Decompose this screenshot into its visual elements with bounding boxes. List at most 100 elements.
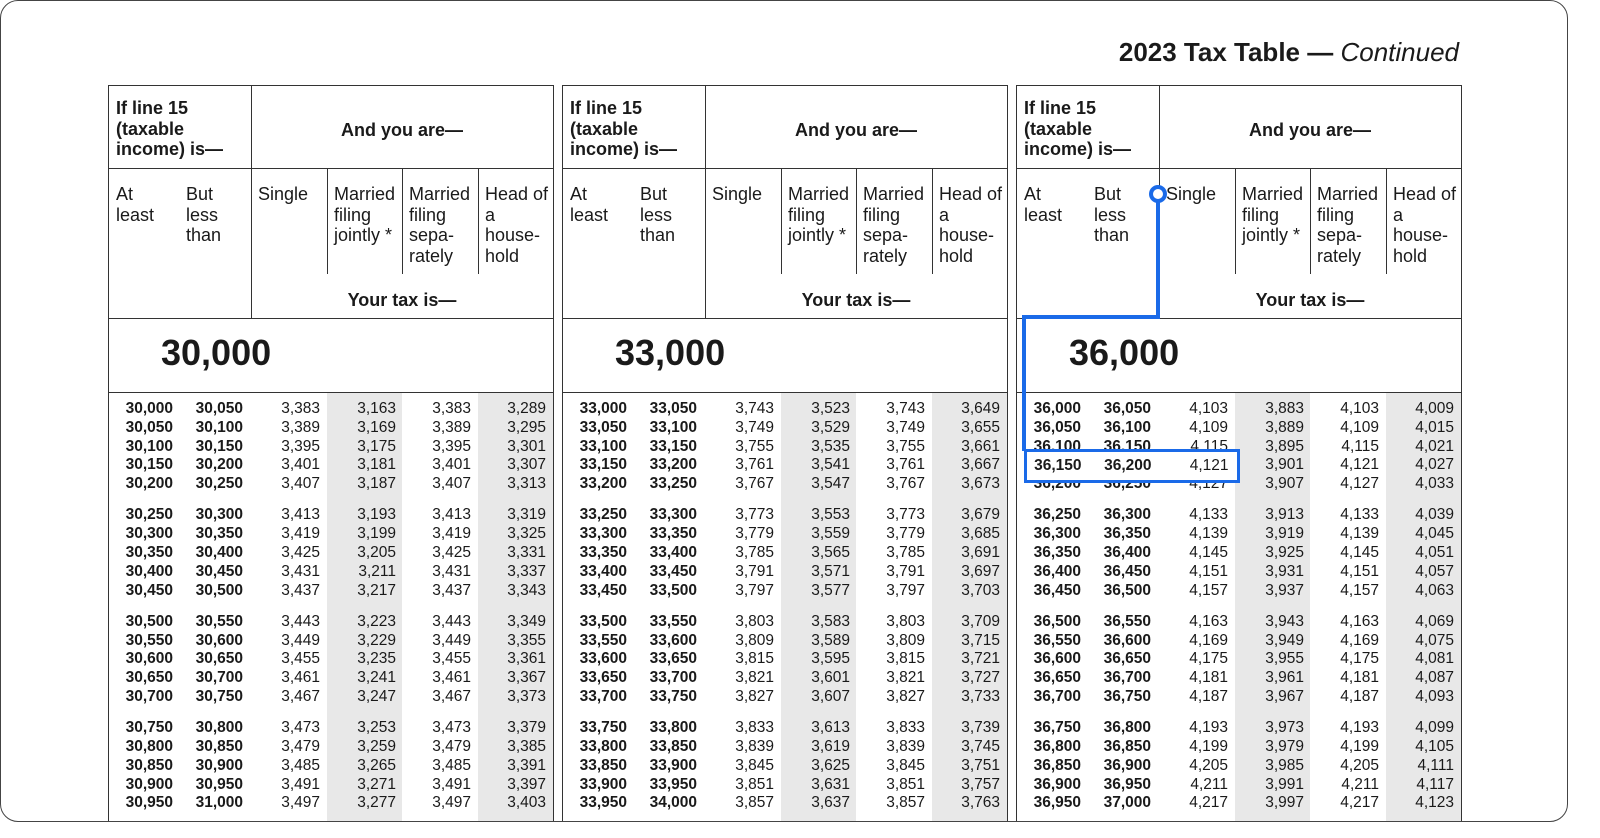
title-continued: Continued: [1340, 37, 1459, 67]
at-least-cell: 33,500: [579, 612, 627, 630]
mfs-tax-cell: 3,821: [886, 669, 925, 687]
mfs-tax-cell: 3,413: [432, 506, 471, 524]
mfj-tax-cell: 3,541: [811, 456, 850, 474]
shaded-column: [932, 393, 1007, 821]
hoh-tax-cell: 3,355: [507, 631, 546, 649]
mfs-tax-cell: 4,133: [1340, 506, 1379, 524]
mfj-tax-cell: 3,601: [811, 669, 850, 687]
but-less-than-header: But less than: [1094, 184, 1130, 245]
shaded-column: [1235, 393, 1310, 821]
and-you-are-header: And you are—: [794, 120, 918, 140]
at-least-cell: 36,700: [1033, 688, 1081, 705]
single-tax-cell: 3,767: [735, 475, 774, 493]
but-less-than-cell: 36,300: [1103, 506, 1151, 524]
married-filing-separately-header: Married filing sepa-rately: [1317, 184, 1379, 266]
mfj-tax-cell: 3,523: [811, 400, 850, 417]
single-tax-cell: 4,103: [1189, 400, 1228, 417]
mfj-tax-cell: 3,181: [357, 456, 396, 474]
single-tax-cell: 4,157: [1189, 581, 1228, 599]
but-less-than-cell: 30,850: [195, 738, 243, 755]
and-you-are-header: And you are—: [340, 120, 464, 140]
but-less-than-cell: 30,100: [195, 418, 243, 436]
mfs-tax-cell: 3,815: [886, 650, 925, 668]
at-least-cell: 36,300: [1033, 525, 1081, 543]
mfs-tax-cell: 3,827: [886, 688, 925, 705]
single-tax-cell: 3,413: [281, 506, 320, 524]
at-least-cell: 36,400: [1033, 562, 1081, 580]
but-less-than-cell: 36,450: [1103, 562, 1151, 580]
hoh-tax-cell: 3,733: [961, 688, 1000, 705]
mfj-tax-cell: 3,265: [357, 756, 396, 774]
mfs-tax-cell: 4,187: [1340, 688, 1379, 705]
mfj-tax-cell: 3,187: [357, 475, 396, 493]
mfs-tax-cell: 3,749: [886, 418, 925, 436]
mfj-tax-cell: 3,967: [1265, 688, 1304, 705]
at-least-cell: 36,350: [1033, 544, 1081, 561]
hoh-tax-cell: 3,307: [507, 456, 546, 474]
at-least-cell: 30,600: [125, 650, 173, 668]
single-tax-cell: 3,461: [281, 669, 320, 687]
at-least-cell: 30,100: [125, 437, 173, 455]
single-tax-cell: 3,815: [735, 650, 774, 668]
hoh-tax-cell: 4,015: [1415, 418, 1454, 436]
single-tax-cell: 3,467: [281, 688, 320, 705]
mfs-tax-cell: 4,169: [1340, 631, 1379, 649]
bracket-number: 33,000: [615, 332, 726, 373]
at-least-cell: 36,000: [1033, 400, 1081, 417]
single-tax-cell: 3,785: [735, 544, 774, 561]
mfs-tax-cell: 3,797: [886, 581, 925, 599]
hoh-tax-cell: 3,379: [507, 719, 546, 737]
mfs-tax-cell: 4,109: [1340, 418, 1379, 436]
single-tax-cell: 4,181: [1189, 669, 1228, 687]
hoh-tax-cell: 3,703: [961, 581, 1000, 599]
mfs-tax-cell: 4,127: [1340, 475, 1379, 493]
single-tax-cell: 3,479: [281, 738, 320, 755]
mfs-tax-cell: 4,193: [1340, 719, 1379, 737]
mfj-tax-cell: 3,565: [811, 544, 850, 561]
your-tax-is-header: Your tax is—: [1255, 290, 1365, 310]
single-tax-cell: 4,187: [1189, 688, 1228, 705]
hoh-tax-cell: 3,397: [507, 775, 546, 793]
single-tax-cell: 4,169: [1189, 631, 1228, 649]
at-least-cell: 36,950: [1033, 794, 1081, 812]
but-less-than-cell: 30,650: [195, 650, 243, 668]
hoh-tax-cell: 3,727: [961, 669, 1000, 687]
hoh-tax-cell: 4,087: [1415, 669, 1454, 687]
mfj-tax-cell: 3,637: [811, 794, 850, 812]
at-least-cell: 30,850: [125, 756, 173, 774]
mfj-tax-cell: 3,277: [357, 794, 396, 812]
divider: [1017, 318, 1461, 319]
your-tax-is-header: Your tax is—: [801, 290, 911, 310]
but-less-than-cell: 30,600: [195, 631, 243, 649]
single-tax-cell: 3,425: [281, 544, 320, 561]
at-least-cell: 33,550: [579, 631, 627, 649]
single-tax-cell: 3,851: [735, 775, 774, 793]
shaded-column: [327, 393, 402, 821]
but-less-than-cell: 36,350: [1103, 525, 1151, 543]
at-least-cell: 33,150: [579, 456, 627, 474]
but-less-than-cell: 30,300: [195, 506, 243, 524]
hoh-tax-cell: 3,289: [507, 400, 546, 417]
at-least-cell: 30,350: [125, 544, 173, 561]
at-least-header: At least: [570, 184, 609, 225]
mfs-tax-cell: 4,211: [1341, 775, 1379, 793]
at-least-cell: 30,200: [125, 475, 173, 493]
single-tax-cell: 3,419: [281, 525, 320, 543]
but-less-than-cell: 33,050: [649, 400, 697, 417]
mfs-tax-cell: 3,839: [886, 738, 925, 755]
hoh-tax-cell: 3,751: [961, 756, 1000, 774]
single-header: Single: [1166, 184, 1217, 204]
mfj-tax-cell: 3,235: [357, 650, 396, 668]
but-less-than-cell: 30,250: [195, 475, 243, 493]
mfs-tax-cell: 3,395: [432, 437, 471, 455]
single-tax-cell: 4,193: [1189, 719, 1228, 737]
at-least-cell: 30,650: [125, 669, 173, 687]
mfj-tax-cell: 3,175: [357, 437, 396, 455]
mfs-tax-cell: 3,431: [432, 562, 471, 580]
mfj-tax-cell: 3,937: [1265, 581, 1304, 599]
hoh-tax-cell: 3,295: [507, 418, 546, 436]
at-least-cell: 33,350: [579, 544, 627, 561]
but-less-than-header: But less than: [186, 184, 222, 245]
but-less-than-cell: 36,650: [1103, 650, 1151, 668]
but-less-than-cell: 33,900: [649, 756, 697, 774]
